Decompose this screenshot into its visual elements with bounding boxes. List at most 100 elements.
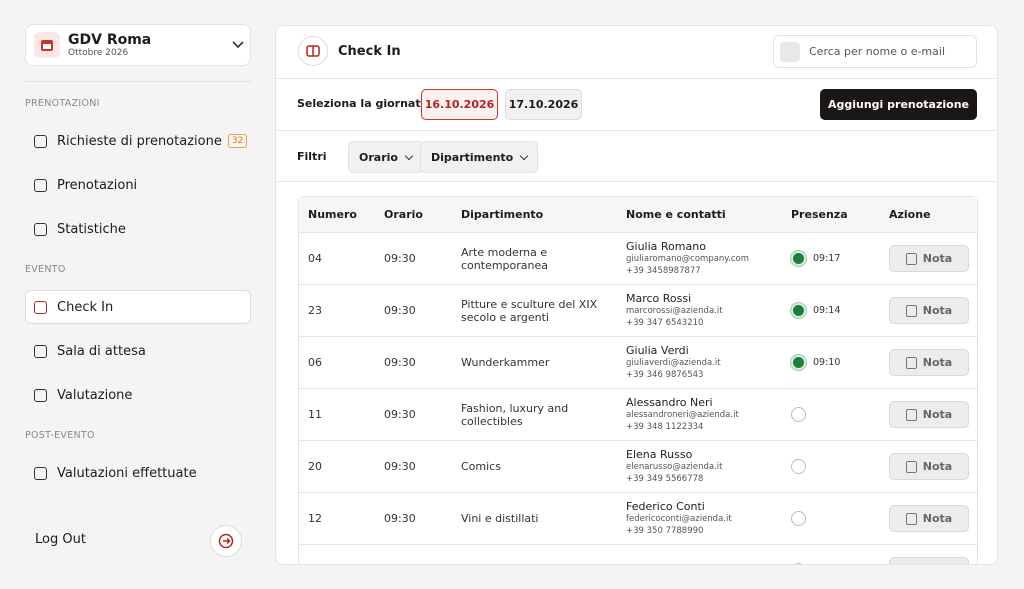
nav-item[interactable]: Sala di attesa (25, 329, 251, 373)
org-icon (34, 32, 60, 58)
day-label: Seleziona la giornata (297, 97, 429, 110)
table-body: 04 09:30 Arte moderna e contemporanea Giuli… (299, 232, 977, 566)
table-row: 11 09:30 Fashion, luxury and collectibles A… (299, 388, 977, 440)
numero: 06 (299, 336, 375, 388)
presence-toggle[interactable] (791, 355, 806, 370)
dropdown[interactable]: Dipartimento (420, 141, 539, 173)
search-icon (780, 41, 800, 62)
email: alessandroneri@azienda.it (626, 410, 739, 420)
column-header: Orario (375, 197, 452, 232)
presence: 09:10 (782, 336, 880, 388)
count-badge: 32 (227, 134, 248, 148)
phone: +39 3458987877 (626, 266, 701, 276)
filters-label[interactable]: Filtri (297, 150, 327, 163)
page-icon (298, 36, 328, 66)
email: giuliaverdi@azienda.it (626, 358, 721, 368)
org-switcher[interactable]: GDV Roma Ottobre 2026 (25, 24, 251, 66)
numero: 12 (299, 492, 375, 544)
numero: 20 (299, 440, 375, 492)
note-label: Nota (922, 512, 953, 525)
nav-item[interactable]: Check In (25, 285, 251, 329)
presence-wrap: 09:14 (791, 303, 879, 318)
dropdown[interactable]: Orario (348, 141, 423, 173)
table-row: 04 09:30 Arte moderna e contemporanea Giuli… (299, 232, 977, 284)
search-box[interactable]: Cerca per nome o e-mail (773, 35, 977, 68)
presence-toggle[interactable] (791, 407, 806, 422)
search-placeholder: Cerca per nome o e-mail (809, 45, 945, 58)
phone: +39 348 1122334 (626, 422, 704, 432)
name: Alessandro Neri (626, 396, 713, 409)
presence-wrap (791, 459, 879, 474)
presence-wrap (791, 563, 879, 564)
logout-button[interactable] (210, 525, 242, 557)
nav-icon (34, 134, 47, 148)
dipartimento: Fashion, luxury and collectibles (452, 388, 617, 440)
divider (276, 181, 997, 182)
logout-label[interactable]: Log Out (35, 532, 86, 547)
day-button[interactable]: 16.10.2026 (421, 89, 498, 120)
nav-item[interactable]: Richieste di prenotazione 32 (25, 119, 251, 163)
presence-toggle[interactable] (791, 563, 806, 564)
presence (782, 544, 880, 564)
nav-icon (34, 466, 47, 480)
dipartimento: Wunderkammer (452, 336, 617, 388)
nav-icon (34, 222, 47, 236)
phone: +39 350 7788990 (626, 526, 704, 536)
phone: +39 349 5566778 (626, 474, 704, 484)
nav-label: Valutazione (57, 387, 133, 403)
section-title: EVENTO (25, 264, 66, 275)
note-button[interactable]: Nota (889, 245, 969, 272)
email: giuliaromano@company.com (626, 254, 749, 264)
orario: 09:30 (375, 336, 452, 388)
name: Marco Rossi (626, 292, 692, 305)
note-icon (905, 408, 917, 421)
column-header: Dipartimento (452, 197, 617, 232)
column-header: Presenza (782, 197, 880, 232)
presence-wrap (791, 511, 879, 526)
note-button[interactable]: Nota (889, 401, 969, 428)
nav-label: Richieste di prenotazione (57, 133, 222, 149)
presence (782, 440, 880, 492)
note-label: Nota (922, 304, 953, 317)
note-label: Nota (923, 564, 952, 565)
header-row: Numero Orario Dipartimento Nome e contatti P… (299, 197, 977, 232)
table-row: 20 09:30 Comics Elena Russo elenarusso@azien… (299, 440, 977, 492)
nav-item[interactable]: Valutazione (25, 373, 251, 417)
contacts: Elena Russo elenarusso@azienda.it +39 349 … (617, 440, 782, 492)
phone: +39 347 6543210 (626, 318, 704, 328)
presence-toggle[interactable] (791, 459, 806, 474)
note-button[interactable]: Nota (889, 297, 969, 324)
note-button[interactable]: Nota (889, 453, 969, 480)
numero: 23 (299, 284, 375, 336)
email: marcorossi@azienda.it (626, 306, 723, 316)
note-icon (905, 304, 917, 317)
nav-item[interactable]: Valutazioni effettuate (25, 451, 251, 495)
column-header: Nome e contatti (617, 197, 782, 232)
action: Nota (880, 336, 977, 388)
note-button[interactable]: Nota (889, 349, 969, 376)
note-icon (906, 565, 917, 566)
presence-toggle[interactable] (791, 511, 806, 526)
contacts: Alessandro Neri alessandroneri@azienda.it… (617, 388, 782, 440)
day-button[interactable]: 17.10.2026 (505, 89, 582, 120)
checkin-time: 09:10 (813, 357, 841, 368)
presence-wrap: 09:17 (791, 251, 879, 266)
note-label: Nota (922, 460, 953, 473)
nav-item[interactable]: Statistiche (25, 207, 251, 251)
column-header: Azione (880, 197, 977, 232)
note-icon (905, 252, 917, 265)
note-label: Nota (922, 408, 953, 421)
presence-toggle[interactable] (791, 251, 806, 266)
add-button[interactable]: Aggiungi prenotazione (820, 89, 977, 120)
nav-label: Statistiche (57, 221, 126, 237)
presence-toggle[interactable] (791, 303, 806, 318)
contacts: Giulia Verdi giuliaverdi@azienda.it +39 34… (617, 336, 782, 388)
name: Federico Conti (626, 500, 705, 513)
section-title: PRENOTAZIONI (25, 98, 100, 109)
dipartimento: Vini e distillati (452, 492, 617, 544)
org-name: GDV Roma (68, 32, 152, 48)
note-button[interactable]: Nota (889, 505, 969, 532)
note-button[interactable]: Nota (889, 557, 969, 566)
nav-item[interactable]: Prenotazioni (25, 163, 251, 207)
